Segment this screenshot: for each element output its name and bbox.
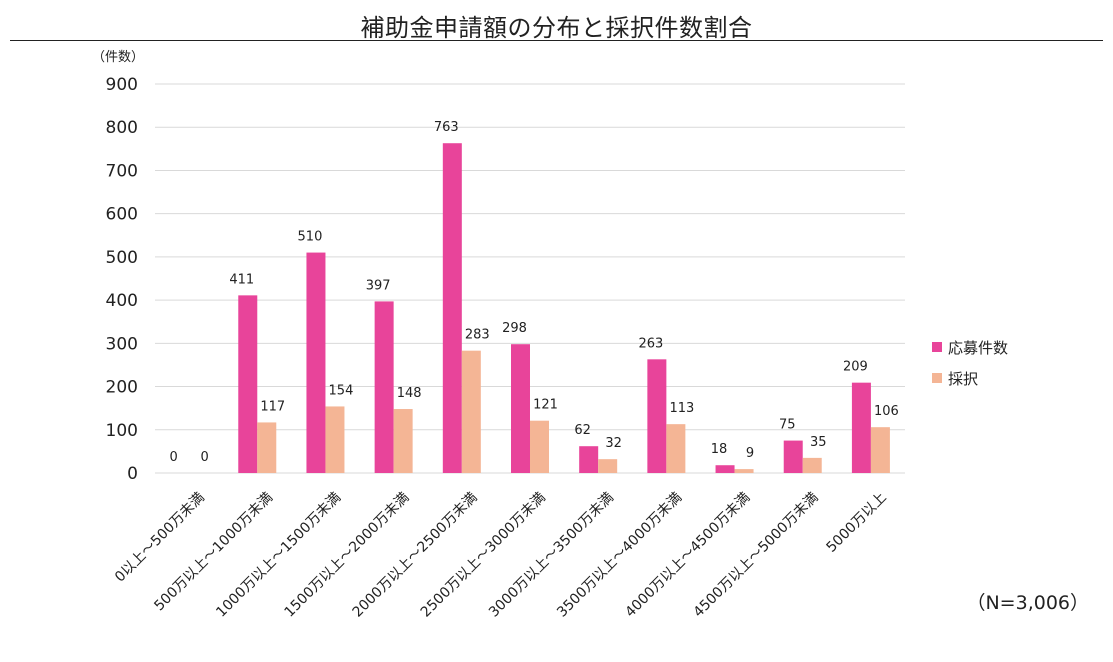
data-label: 0 [169,450,177,465]
bar-applications [579,446,599,473]
bar-applications [715,465,735,473]
bar-adopted [870,427,890,473]
data-label: 283 [465,328,490,343]
y-tick-label: 200 [106,378,138,398]
bar-applications [783,440,803,473]
x-tick-label: 2500万以上～3000万未満 [418,490,549,621]
data-label: 35 [810,435,827,450]
y-tick-label: 900 [106,75,138,95]
bar-adopted [598,459,618,473]
bar-applications [511,344,530,473]
x-tick-label: 3500万以上～4000万未満 [554,490,685,621]
bar-applications [442,143,462,473]
data-label: 510 [298,230,323,245]
y-tick-label: 700 [106,161,138,181]
data-label: 18 [711,442,728,457]
bar-applications [238,295,258,473]
chart-title: 補助金申請額の分布と採択件数割合 [360,14,753,42]
data-label: 121 [533,398,558,413]
y-tick-label: 100 [106,421,138,441]
data-label: 113 [669,401,694,416]
data-label: 763 [434,120,459,135]
bar-adopted [325,406,345,473]
legend-swatch [932,342,942,352]
y-tick-label: 300 [106,334,138,354]
bar-applications [647,359,667,473]
title-underline [10,40,1103,41]
data-label: 32 [605,436,622,451]
bar-adopted [257,422,277,473]
bar-applications [374,301,394,473]
data-labels: 0 0 411 117 510 154 397 148 763 283 298 121 62 32 263 1… [169,120,898,465]
data-label: 263 [638,336,663,351]
bar-adopted [461,350,481,473]
bar-adopted [734,469,754,473]
bar-applications [306,252,326,473]
bars [238,143,890,473]
y-tick-label: 500 [106,248,138,268]
bar-adopted [802,457,822,473]
legend-label: 応募件数 [948,339,1008,357]
bar-adopted [666,424,686,473]
x-axis-labels: 0以上～500万未満500万以上～1000万未満1000万以上～1500万未満1… [112,490,890,621]
x-tick-label: 5000万以上 [824,490,890,556]
data-label: 209 [843,360,868,375]
data-label: 298 [502,321,527,336]
x-tick-label: 500万以上～1000万未満 [151,490,276,615]
data-label: 411 [229,272,254,287]
x-tick-label: 1000万以上～1500万未満 [213,490,344,621]
data-label: 0 [200,450,208,465]
y-tick-label: 400 [106,291,138,311]
bar-adopted [393,409,413,473]
y-axis-ticks: 0 100 200 300 400 500 600 700 800 900 [106,75,138,484]
y-tick-label: 600 [106,205,138,225]
data-label: 148 [397,386,422,401]
y-axis-unit-label: （件数） [92,50,144,65]
data-label: 75 [779,418,796,433]
data-label: 397 [366,278,391,293]
data-label: 62 [574,423,591,438]
y-tick-label: 800 [106,118,138,138]
sample-size-note: （N=3,006） [966,592,1089,614]
bar-applications [851,382,871,473]
legend-label: 採択 [948,370,978,388]
bar-adopted [530,420,549,473]
x-tick-label: 3000万以上～3500万未満 [486,490,617,621]
x-tick-label: 4000万以上～4500万未満 [622,490,753,621]
legend-swatch [932,373,942,383]
x-tick-label: 4500万以上～5000万未満 [691,490,822,621]
data-label: 106 [874,404,899,419]
gridlines [155,83,905,474]
data-label: 9 [746,446,754,461]
data-label: 154 [329,383,354,398]
x-tick-label: 1500万以上～2000万未満 [281,490,412,621]
y-tick-label: 0 [127,464,138,484]
data-label: 117 [260,399,285,414]
x-tick-label: 2000万以上～2500万未満 [350,490,481,621]
